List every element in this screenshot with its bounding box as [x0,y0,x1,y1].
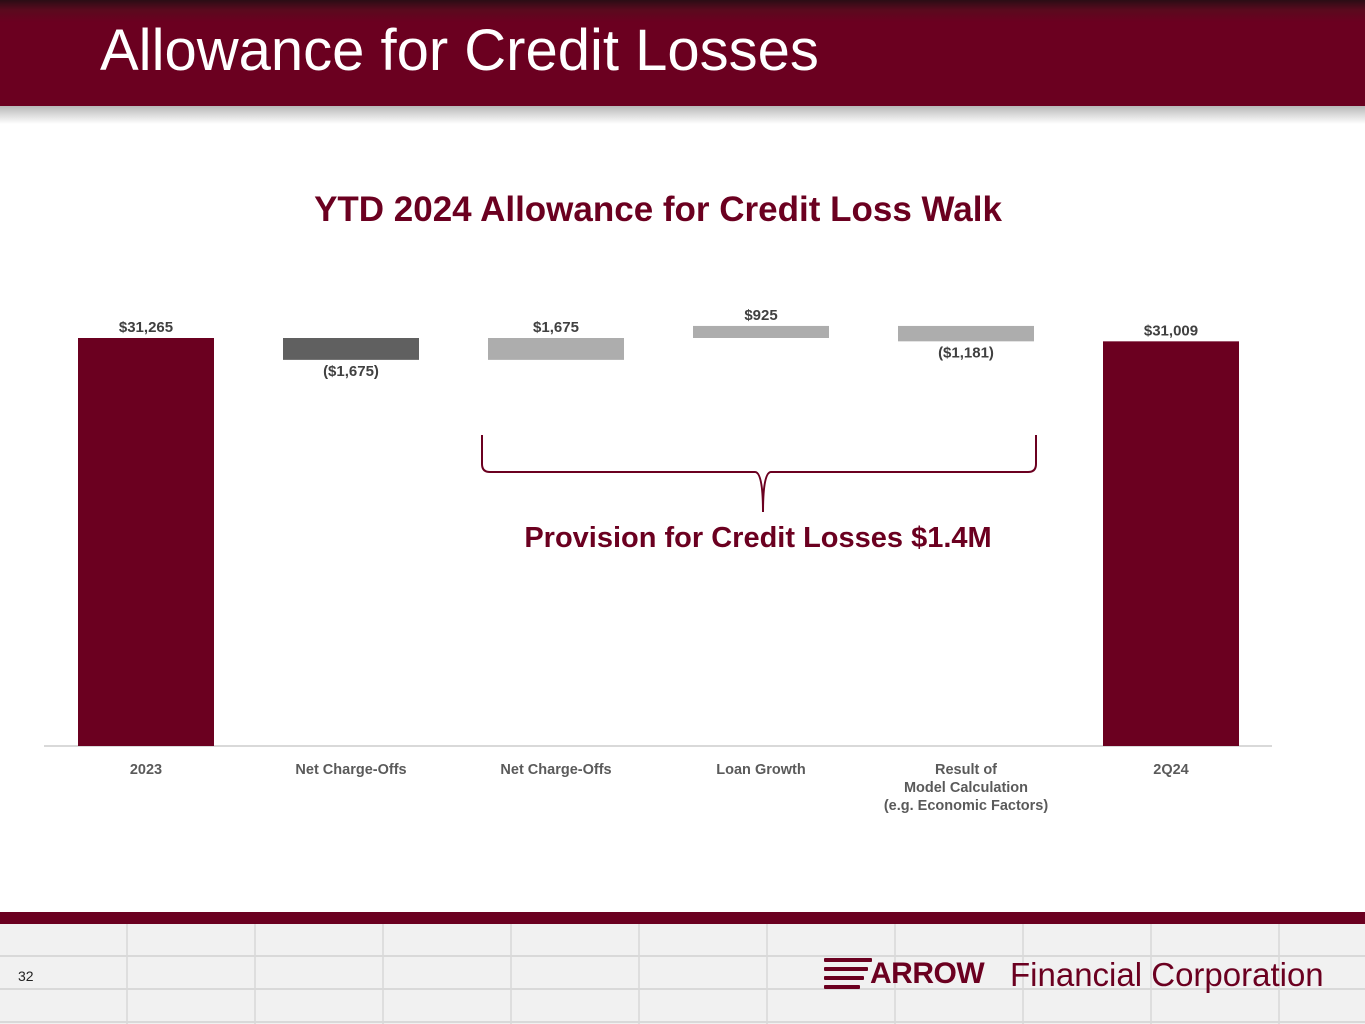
bar-2 [283,338,419,360]
company-logo: ARROW Financial Corporation [824,952,1354,998]
data-label-3: $1,675 [533,319,579,336]
category-label-3: Net Charge-Offs [500,762,611,778]
waterfall-chart: $31,265 2023 ($1,675) Net Charge-Offs $1,675… [44,307,1272,814]
chart-title: YTD 2024 Allowance for Credit Loss Walk [314,190,1002,229]
bar-6 [1103,341,1239,746]
logo-company-name: Financial Corporation [1010,956,1324,993]
category-label-5-line-1: Result of [935,762,997,778]
bar-4 [693,325,829,338]
data-label-4: $925 [744,307,777,324]
title-bar-shadow [0,106,1365,124]
arrow-lines-icon [824,956,872,992]
category-label-1: 2023 [130,762,162,778]
category-label-5-line-2: Model Calculation [904,780,1028,796]
footer-band [0,912,1365,924]
bar-1 [78,338,214,746]
category-label-5-line-3: (e.g. Economic Factors) [884,798,1049,814]
category-label-6: 2Q24 [1153,762,1188,778]
provision-brace [481,435,1037,513]
category-label-2: Net Charge-Offs [295,762,406,778]
provision-label: Provision for Credit Losses $1.4M [524,522,992,554]
category-label-4: Loan Growth [716,762,805,778]
data-label-6: $31,009 [1144,322,1198,339]
data-label-2: ($1,675) [323,363,379,380]
footer-brick-background [0,924,1365,1024]
page-number: 32 [18,968,34,984]
logo-brand: ARROW [870,957,985,990]
title-bar [0,0,1365,106]
data-label-5: ($1,181) [938,344,994,361]
bar-5 [898,325,1034,342]
bar-3 [488,338,624,360]
slide-title: Allowance for Credit Losses [100,18,819,83]
data-label-1: $31,265 [119,319,173,336]
